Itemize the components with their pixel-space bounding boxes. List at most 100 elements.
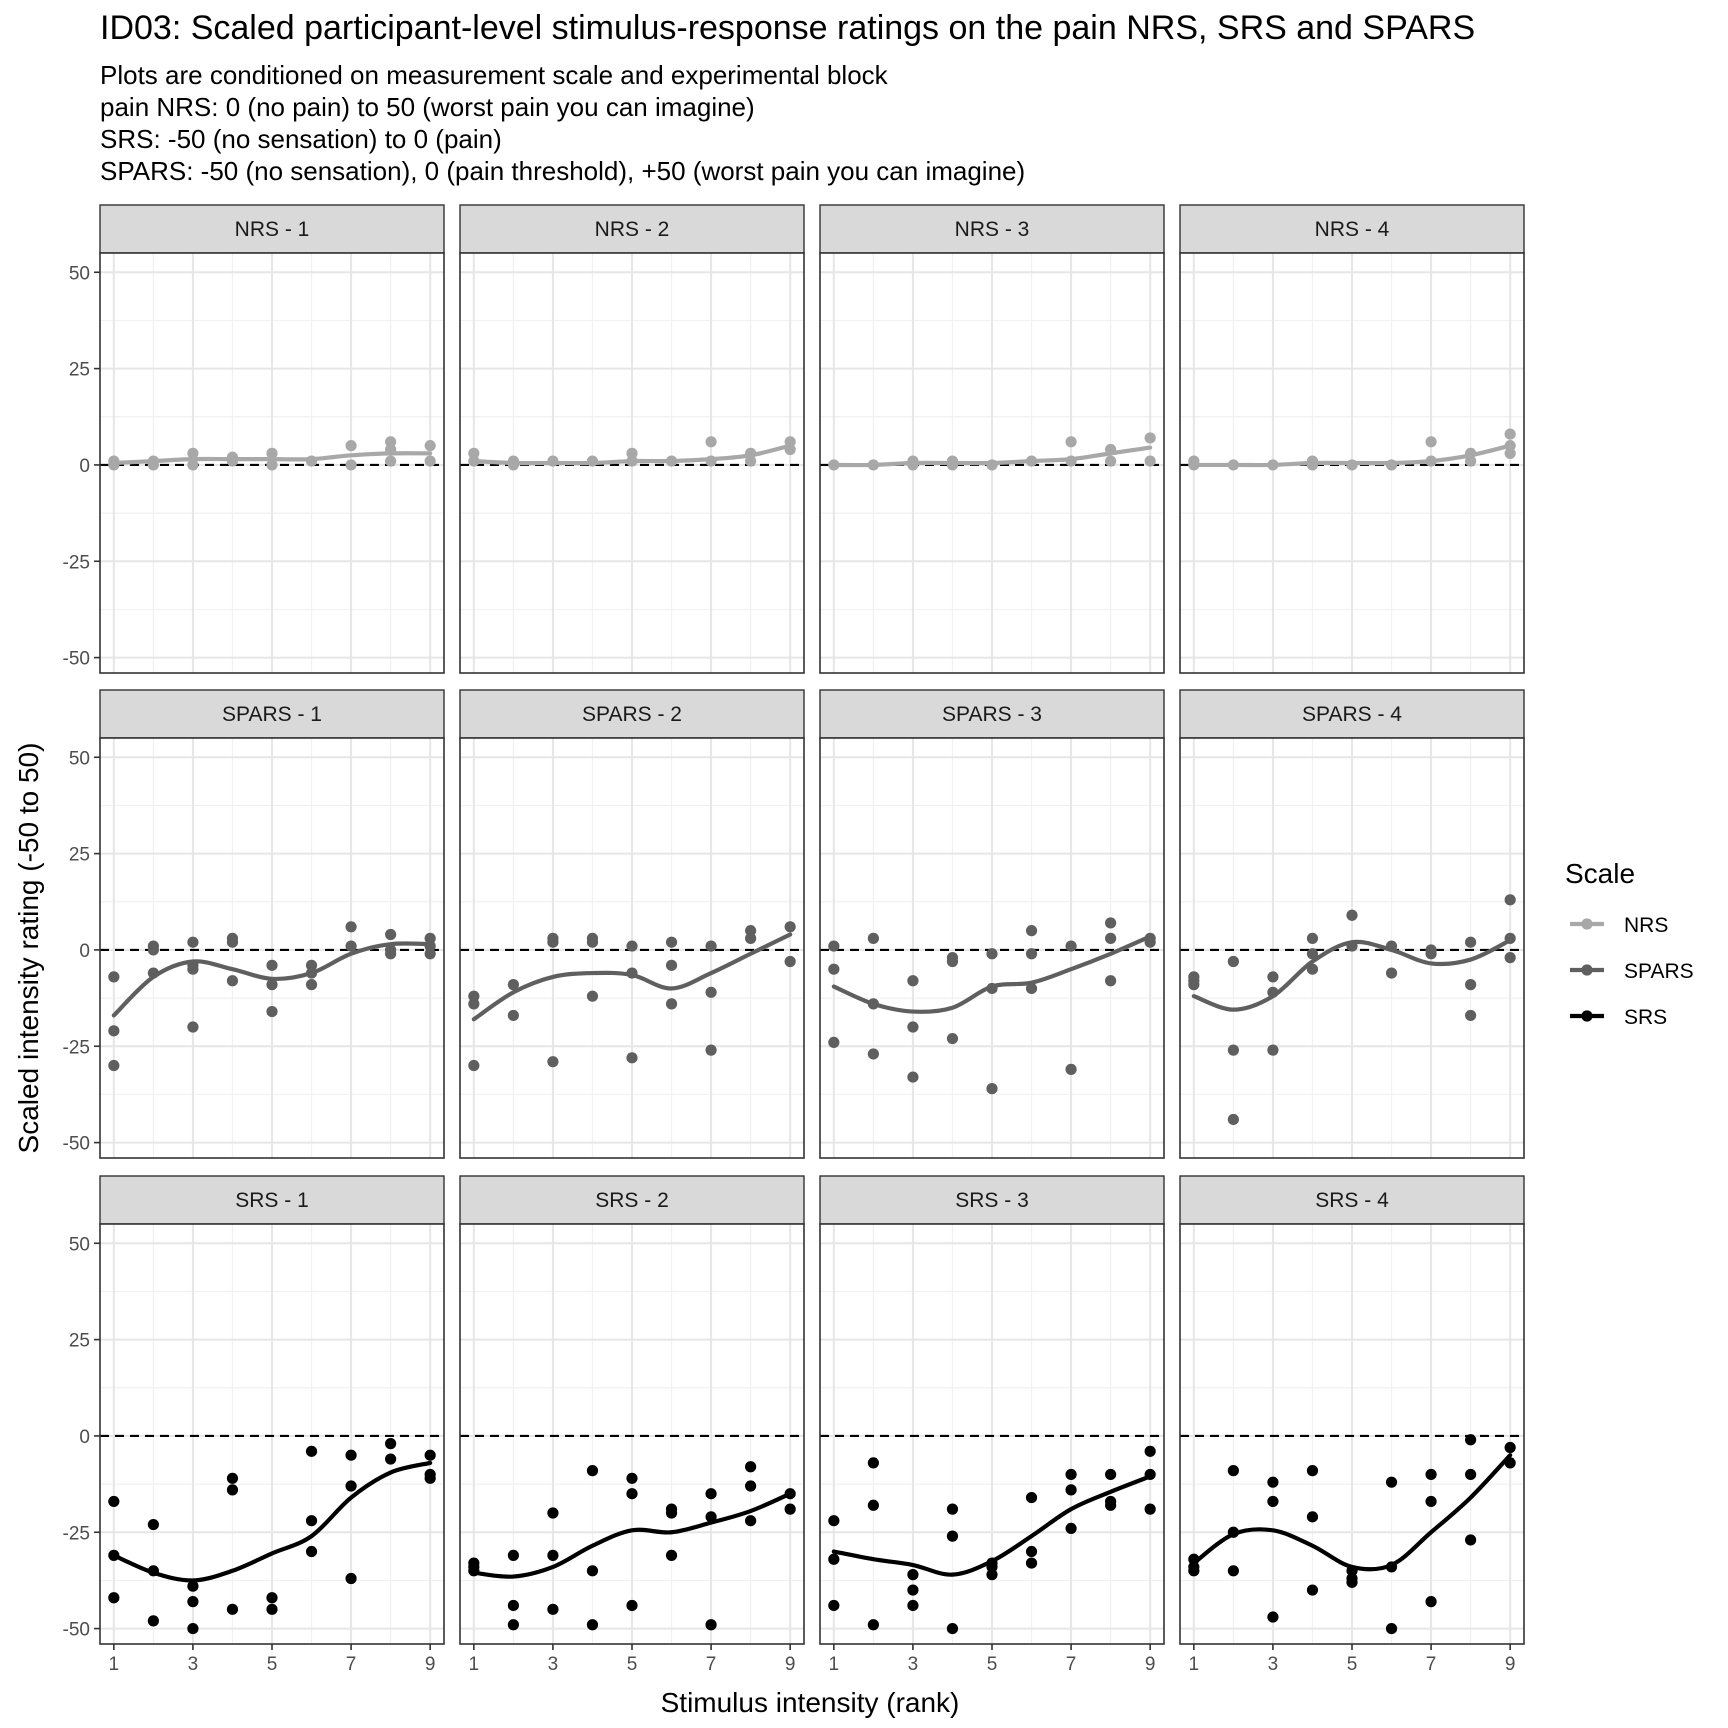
y-tick-label: 25 — [69, 845, 90, 866]
data-point — [1065, 940, 1077, 952]
legend-entry-nrs: NRS — [1570, 914, 1668, 937]
strip-label: NRS - 1 — [235, 218, 310, 241]
data-point — [1346, 1576, 1358, 1588]
data-point — [705, 1044, 717, 1056]
data-point — [424, 1449, 436, 1461]
strip-label: SPARS - 1 — [222, 703, 322, 726]
data-point — [1227, 1465, 1239, 1477]
x-tick-label: 9 — [1505, 1654, 1516, 1675]
data-point — [1025, 982, 1038, 995]
data-point — [665, 1507, 678, 1519]
data-point — [1465, 979, 1477, 991]
data-point — [1144, 1445, 1156, 1457]
y-tick-label: -50 — [63, 1134, 90, 1155]
x-tick-label: 7 — [346, 1654, 357, 1675]
data-point — [1425, 948, 1437, 960]
y-tick-label: -25 — [63, 1037, 90, 1058]
x-tick-label: 3 — [548, 1654, 559, 1675]
x-tick-label: 3 — [1268, 1654, 1279, 1675]
data-point — [345, 440, 357, 452]
panel-nrs-1: NRS - 1 -50 -25 0 25 50 — [63, 204, 445, 674]
data-point — [468, 1059, 480, 1072]
gridlines — [820, 738, 1164, 1158]
data-point — [1105, 1499, 1117, 1511]
y-tick-label: 50 — [69, 263, 90, 284]
data-point — [1227, 1113, 1239, 1126]
strip-label: SRS - 2 — [595, 1189, 669, 1212]
data-point — [626, 1599, 638, 1612]
data-point — [305, 1515, 318, 1527]
data-point — [345, 1572, 357, 1585]
legend-label: NRS — [1624, 914, 1668, 937]
strip-label: SPARS - 3 — [942, 703, 1042, 726]
data-point — [907, 1569, 919, 1581]
data-point — [1188, 979, 1200, 991]
x-tick-label: 9 — [1145, 1654, 1156, 1675]
data-point — [1025, 1545, 1038, 1558]
legend-key-point — [1581, 1010, 1593, 1022]
x-tick-label: 7 — [1426, 1654, 1437, 1675]
data-point — [305, 1545, 318, 1558]
data-point — [507, 1549, 519, 1561]
data-point — [626, 447, 638, 459]
data-point — [1025, 925, 1038, 937]
data-point — [946, 1503, 959, 1515]
data-point — [907, 1021, 919, 1033]
data-point — [626, 1052, 638, 1064]
chart-subtitle-line-4: SPARS: -50 (no sensation), 0 (pain thres… — [100, 156, 1025, 186]
data-point — [1504, 952, 1516, 964]
smooth-trend-line — [831, 1474, 1153, 1577]
data-point — [828, 1599, 840, 1612]
data-point — [1385, 1622, 1398, 1635]
data-point — [345, 940, 357, 952]
x-tick-label: 7 — [1066, 1654, 1077, 1675]
data-point — [266, 1603, 278, 1615]
x-tick-label: 1 — [469, 1654, 480, 1675]
data-point — [385, 436, 397, 448]
smooth-trend-line — [471, 932, 793, 1022]
data-point — [1065, 436, 1077, 448]
panel-srs-4: SRS - 4 1 3 5 7 9 — [1179, 1175, 1525, 1675]
data-point — [547, 1603, 559, 1615]
data-point — [385, 1438, 397, 1450]
data-point — [705, 1511, 717, 1523]
data-point — [147, 944, 159, 956]
strip-background — [1179, 689, 1525, 739]
panel-border — [819, 737, 1165, 1159]
panel-nrs-4: NRS - 4 — [1179, 204, 1525, 674]
data-point — [1025, 1491, 1038, 1504]
chart-subtitle-line-1: Plots are conditioned on measurement sca… — [100, 60, 889, 90]
data-point — [187, 936, 199, 948]
data-point — [385, 455, 397, 467]
data-point — [665, 998, 678, 1010]
strip-label: NRS - 3 — [955, 218, 1030, 241]
data-point — [266, 1005, 278, 1018]
data-point — [147, 1615, 159, 1627]
data-point — [1465, 1434, 1477, 1446]
y-tick-label: 0 — [79, 456, 90, 477]
legend-key-point — [1581, 964, 1593, 976]
data-point — [867, 1457, 879, 1469]
legend-key-point — [1581, 918, 1593, 930]
panel-spars-1: SPARS - 1 -50 -25 0 25 50 — [63, 689, 445, 1159]
data-point — [1425, 1596, 1437, 1608]
panel-border — [1179, 737, 1525, 1159]
data-point — [586, 1465, 599, 1477]
y-tick-label: -50 — [63, 1620, 90, 1641]
data-point — [586, 1565, 599, 1577]
data-point — [828, 1515, 840, 1527]
data-point — [907, 1071, 919, 1083]
data-point — [1346, 909, 1358, 921]
data-point — [305, 979, 318, 991]
x-tick-label: 1 — [1189, 1654, 1200, 1675]
data-point — [187, 1596, 199, 1608]
data-point — [345, 459, 357, 471]
panel-nrs-2: NRS - 2 — [459, 204, 805, 674]
data-point — [547, 936, 559, 948]
data-point — [305, 959, 318, 971]
panel-border — [459, 252, 805, 674]
y-tick-label: 50 — [69, 748, 90, 769]
data-point — [385, 928, 397, 941]
smooth-trend-line — [831, 934, 1153, 1014]
legend-title: Scale — [1565, 858, 1635, 889]
